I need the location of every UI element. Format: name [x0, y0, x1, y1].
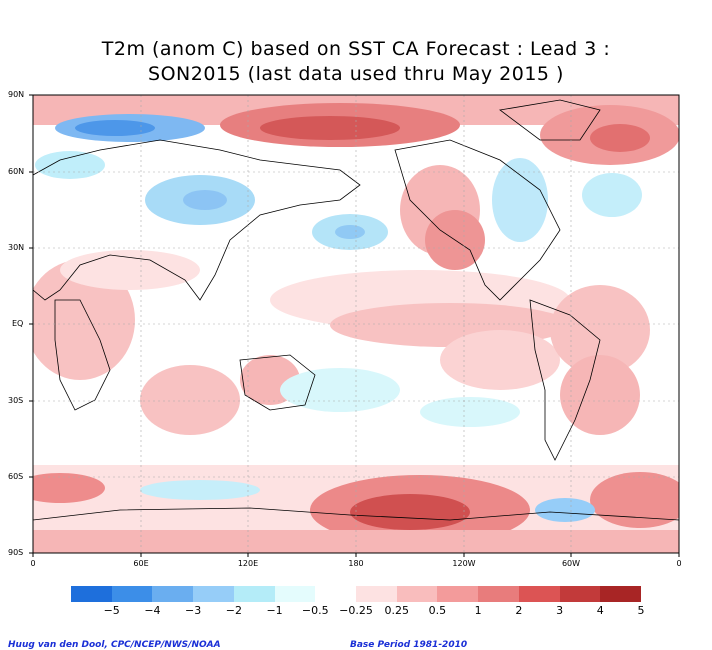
colorbar-swatch: [559, 586, 601, 602]
lon-label: 60W: [561, 559, 581, 568]
colorbar-label: −0.5: [301, 604, 329, 617]
colorbar-swatch: [71, 586, 113, 602]
colorbar-label: −0.25: [339, 604, 373, 617]
colorbar-swatch: [600, 586, 642, 602]
colorbar-label: 0.5: [428, 604, 447, 617]
lon-label: 180: [348, 559, 364, 568]
colorbar-swatch: [111, 586, 153, 602]
colorbar-label: 1: [474, 604, 482, 617]
colorbar-swatch: [437, 586, 479, 602]
colorbar-label: 0.25: [384, 604, 409, 617]
colorbar-swatch: [518, 586, 561, 602]
colorbar-label: 2: [515, 604, 523, 617]
colorbar-label: 4: [596, 604, 604, 617]
lat-label: 90N: [8, 90, 25, 99]
colorbar-swatch: [274, 586, 316, 602]
lat-label: 60S: [8, 472, 24, 481]
colorbar-label: −5: [103, 604, 120, 617]
lon-label: 120E: [237, 559, 259, 568]
colorbar-label: −3: [185, 604, 202, 617]
colorbar-swatch: [315, 586, 357, 602]
lat-label: EQ: [12, 319, 24, 328]
credit-base-period: Base Period 1981-2010: [350, 640, 468, 650]
colorbar-label: −4: [144, 604, 161, 617]
colorbar-label: −2: [225, 604, 242, 617]
colorbar-swatch: [193, 586, 235, 602]
colorbar-swatch: [356, 586, 398, 602]
colorbar-swatch: [396, 586, 438, 602]
lon-label: 0: [30, 559, 36, 568]
credit-author: Huug van den Dool, CPC/NCEP/NWS/NOAA: [8, 640, 221, 650]
graticule: [33, 95, 679, 553]
lat-label: 30N: [8, 243, 25, 252]
lon-label: 0: [676, 559, 682, 568]
lat-label: 60N: [8, 167, 25, 176]
map-title-line-1: T2m (anom C) based on SST CA Forecast : …: [101, 38, 611, 60]
map-title-line-2: SON2015 (last data used thru May 2015 ): [148, 63, 564, 85]
colorbar-swatch: [478, 586, 520, 602]
colorbar-label: 3: [556, 604, 564, 617]
lon-label: 120W: [452, 559, 476, 568]
colorbar-swatch: [152, 586, 194, 602]
lat-label: 90S: [8, 548, 24, 557]
colorbar-label: −1: [266, 604, 283, 617]
lat-label: 30S: [8, 396, 24, 405]
lon-label: 60E: [133, 559, 149, 568]
colorbar-swatch: [233, 586, 276, 602]
colorbar-label: 5: [637, 604, 645, 617]
